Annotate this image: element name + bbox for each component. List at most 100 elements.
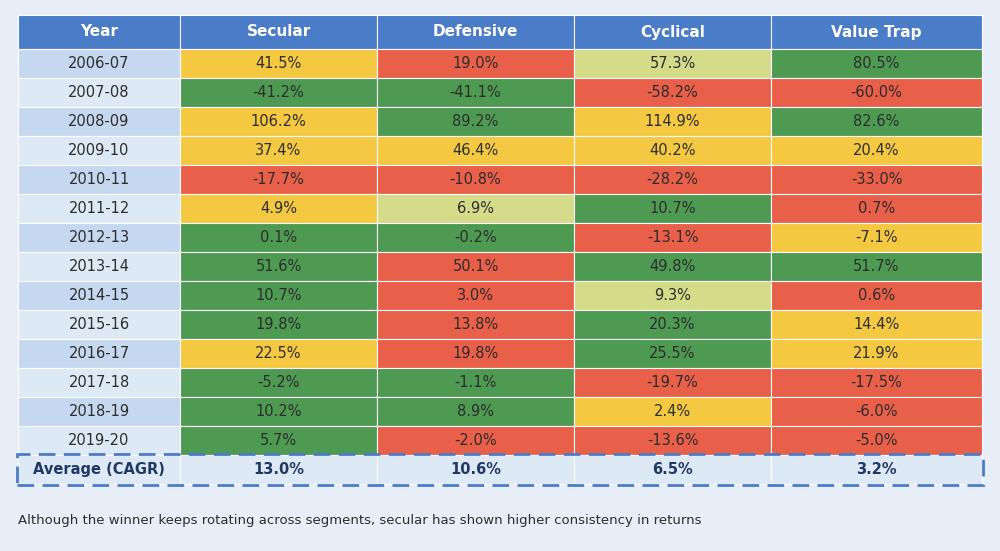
Bar [574, 310, 771, 339]
Bar [771, 194, 982, 223]
Bar [771, 49, 982, 78]
Bar [771, 136, 982, 165]
Bar [377, 397, 574, 426]
Bar [771, 339, 982, 368]
Bar [377, 15, 574, 49]
Text: -6.0%: -6.0% [855, 404, 898, 419]
Text: 2017-18: 2017-18 [68, 375, 130, 390]
Text: 114.9%: 114.9% [645, 114, 700, 129]
Bar [18, 136, 180, 165]
Bar [180, 223, 377, 252]
Text: 5.7%: 5.7% [260, 433, 297, 448]
Bar [18, 455, 180, 484]
Text: Defensive: Defensive [433, 24, 518, 40]
Bar [180, 136, 377, 165]
Bar [18, 15, 180, 49]
Text: Although the winner keeps rotating across segments, secular has shown higher con: Although the winner keeps rotating acros… [18, 514, 702, 527]
Bar [18, 223, 180, 252]
Bar [574, 165, 771, 194]
Bar [18, 107, 180, 136]
Text: 10.7%: 10.7% [255, 288, 302, 303]
Text: 20.3%: 20.3% [649, 317, 696, 332]
Text: 3.0%: 3.0% [457, 288, 494, 303]
Text: 19.8%: 19.8% [452, 346, 499, 361]
Text: -7.1%: -7.1% [855, 230, 898, 245]
Bar [377, 194, 574, 223]
Text: -19.7%: -19.7% [647, 375, 698, 390]
Text: 6.5%: 6.5% [652, 462, 693, 477]
Text: 9.3%: 9.3% [654, 288, 691, 303]
Bar [574, 136, 771, 165]
Text: 57.3%: 57.3% [649, 56, 696, 71]
Bar [18, 310, 180, 339]
Bar [180, 252, 377, 281]
Text: 51.6%: 51.6% [255, 259, 302, 274]
Text: 2010-11: 2010-11 [68, 172, 130, 187]
Text: -1.1%: -1.1% [454, 375, 497, 390]
Text: 82.6%: 82.6% [853, 114, 900, 129]
Bar [18, 78, 180, 107]
Text: Secular: Secular [246, 24, 311, 40]
Bar [574, 281, 771, 310]
Text: -60.0%: -60.0% [851, 85, 902, 100]
Text: 49.8%: 49.8% [649, 259, 696, 274]
Text: 37.4%: 37.4% [255, 143, 302, 158]
Text: 2015-16: 2015-16 [68, 317, 130, 332]
Bar [377, 78, 574, 107]
Bar [771, 455, 982, 484]
Text: -5.2%: -5.2% [257, 375, 300, 390]
Text: -0.2%: -0.2% [454, 230, 497, 245]
Text: -33.0%: -33.0% [851, 172, 902, 187]
Bar [377, 281, 574, 310]
Bar [18, 252, 180, 281]
Text: 21.9%: 21.9% [853, 346, 900, 361]
Bar [18, 281, 180, 310]
Text: 8.9%: 8.9% [457, 404, 494, 419]
Text: -41.1%: -41.1% [450, 85, 501, 100]
Bar [771, 368, 982, 397]
Text: 50.1%: 50.1% [452, 259, 499, 274]
Text: Year: Year [80, 24, 118, 40]
Text: -13.1%: -13.1% [647, 230, 698, 245]
Text: 2007-08: 2007-08 [68, 85, 130, 100]
Text: 2013-14: 2013-14 [68, 259, 130, 274]
Text: -58.2%: -58.2% [647, 85, 698, 100]
Bar [771, 397, 982, 426]
Bar [771, 223, 982, 252]
Text: 13.0%: 13.0% [253, 462, 304, 477]
Text: -13.6%: -13.6% [647, 433, 698, 448]
Text: -17.5%: -17.5% [851, 375, 902, 390]
Bar [18, 194, 180, 223]
Text: 25.5%: 25.5% [649, 346, 696, 361]
Text: -5.0%: -5.0% [855, 433, 898, 448]
Bar [180, 49, 377, 78]
Text: -28.2%: -28.2% [647, 172, 698, 187]
Text: 2014-15: 2014-15 [68, 288, 130, 303]
Bar [574, 455, 771, 484]
Bar [18, 339, 180, 368]
Bar [18, 368, 180, 397]
Bar [377, 455, 574, 484]
Bar [771, 165, 982, 194]
Text: Cyclical: Cyclical [640, 24, 705, 40]
Text: 22.5%: 22.5% [255, 346, 302, 361]
Bar [180, 310, 377, 339]
Bar [771, 281, 982, 310]
Bar [180, 15, 377, 49]
Text: 2018-19: 2018-19 [68, 404, 130, 419]
Bar [180, 107, 377, 136]
Bar [771, 15, 982, 49]
Bar [18, 49, 180, 78]
Bar [180, 368, 377, 397]
Bar [377, 252, 574, 281]
Text: 2006-07: 2006-07 [68, 56, 130, 71]
Bar [574, 368, 771, 397]
Text: 51.7%: 51.7% [853, 259, 900, 274]
Bar [17, 454, 983, 485]
Text: 10.2%: 10.2% [255, 404, 302, 419]
Bar [180, 281, 377, 310]
Text: 19.8%: 19.8% [255, 317, 302, 332]
Text: 89.2%: 89.2% [452, 114, 499, 129]
Bar [771, 310, 982, 339]
Text: 106.2%: 106.2% [251, 114, 306, 129]
